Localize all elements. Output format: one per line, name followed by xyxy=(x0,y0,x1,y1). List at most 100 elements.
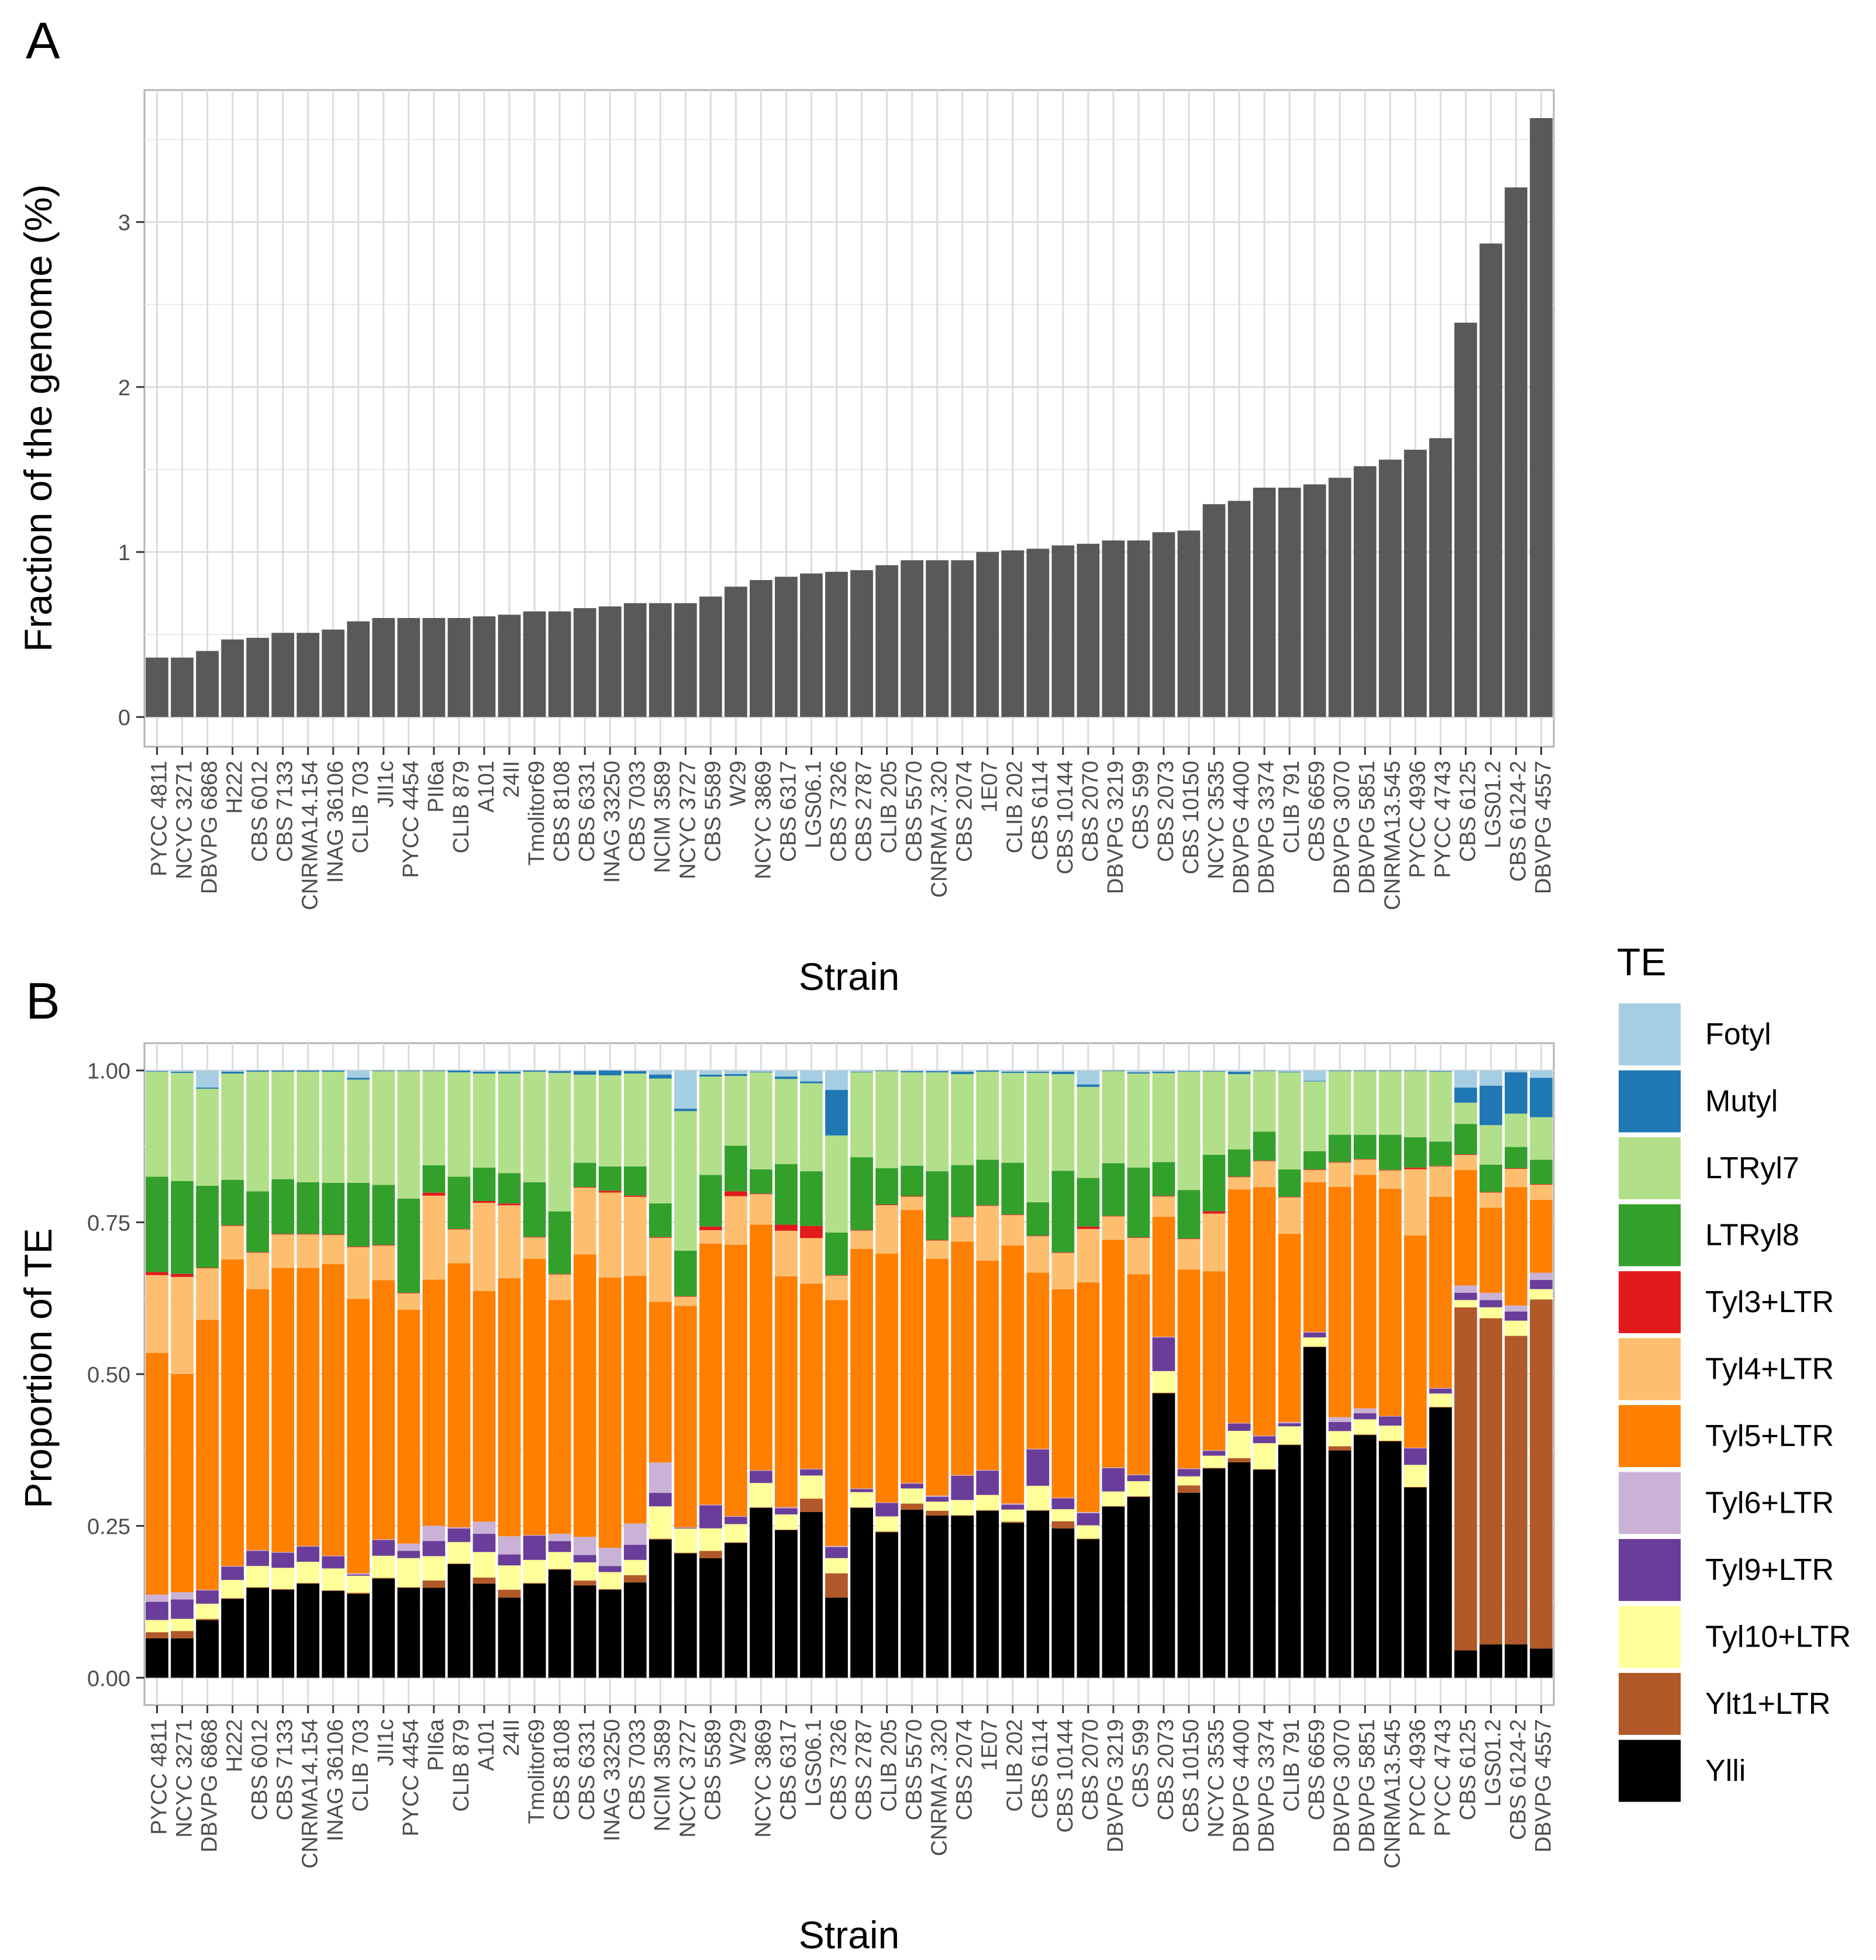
bar xyxy=(850,570,873,717)
bar-segment xyxy=(1227,1423,1251,1424)
y-tick-label: 0.75 xyxy=(87,1211,130,1236)
bar-segment xyxy=(699,1558,722,1678)
bar-segment xyxy=(1278,1426,1301,1445)
x-tick-label: CBS 6125 xyxy=(1456,1719,1480,1820)
bar-segment xyxy=(573,1075,596,1163)
bar-segment xyxy=(1530,1184,1553,1200)
bar-segment xyxy=(146,1071,168,1072)
x-tick-label: CBS 10150 xyxy=(1179,1719,1203,1833)
bar-segment xyxy=(775,1076,798,1079)
bar-segment xyxy=(1328,1071,1351,1135)
bar-segment xyxy=(322,1070,345,1072)
bar-segment xyxy=(1403,1167,1427,1169)
bar xyxy=(1403,450,1427,717)
bar-segment xyxy=(271,1589,295,1678)
x-tick-label: PYCC 4743 xyxy=(1430,1719,1455,1837)
bar-segment xyxy=(1278,1197,1301,1234)
bar-segment xyxy=(1051,1074,1075,1171)
bar-segment xyxy=(1480,1192,1502,1208)
bar xyxy=(372,617,395,717)
bar-segment xyxy=(1505,1168,1527,1169)
bar xyxy=(548,611,571,717)
legend-swatch xyxy=(1619,1472,1681,1534)
panel-b-x-ticks: PYCC 4811 NCYC 3271 DBVPG 6868 H222 CBS 6012… xyxy=(147,1705,1556,1869)
bar-segment xyxy=(1253,1187,1276,1436)
bar-segment xyxy=(473,1290,496,1522)
bar-segment xyxy=(146,1638,168,1678)
x-tick-label: Tmolitor69 xyxy=(525,761,549,866)
x-tick-label: CBS 6659 xyxy=(1305,1719,1329,1820)
legend-swatch xyxy=(1619,1740,1681,1802)
bar-segment xyxy=(1303,1169,1326,1182)
bar-segment xyxy=(473,1521,496,1534)
bar-segment xyxy=(1102,1491,1125,1506)
bar-segment xyxy=(1227,1462,1251,1678)
x-tick-label: INAG 33250 xyxy=(600,761,625,883)
x-tick-label: NCYC 3271 xyxy=(173,1719,197,1838)
bar-segment xyxy=(976,1260,999,1471)
bar-segment xyxy=(473,1583,496,1678)
x-tick-label: CBS 6331 xyxy=(575,1719,599,1820)
bar-segment xyxy=(750,1169,773,1194)
bar-segment xyxy=(422,1071,446,1165)
bar xyxy=(1530,118,1553,717)
x-tick-label: CBS 2070 xyxy=(1078,1719,1103,1820)
bar-segment xyxy=(1001,1245,1025,1504)
panel-a-y-ticks: 0 1 2 3 xyxy=(118,211,144,730)
bar-segment xyxy=(850,1230,873,1249)
bar-segment xyxy=(699,1243,722,1505)
bar-segment xyxy=(1253,1071,1276,1132)
bar-segment xyxy=(1001,1523,1025,1678)
bar-segment xyxy=(1077,1229,1100,1283)
x-tick-label: PII6a xyxy=(424,1719,449,1771)
bar xyxy=(221,639,244,717)
bar-segment xyxy=(724,1196,747,1245)
x-tick-label: CBS 6012 xyxy=(248,761,273,862)
bar-segment xyxy=(523,1071,546,1182)
bar-segment xyxy=(674,1306,697,1527)
bar-segment xyxy=(875,1254,898,1503)
x-tick-label: CBS 7133 xyxy=(273,761,298,862)
y-tick-label: 3 xyxy=(118,211,130,236)
y-tick-label: 0 xyxy=(118,706,130,730)
bar-segment xyxy=(196,1620,219,1678)
bar-segment xyxy=(171,1599,194,1619)
bar-segment xyxy=(699,1551,722,1558)
bar-segment xyxy=(775,1514,798,1530)
bar-segment xyxy=(196,1087,219,1089)
bar-segment xyxy=(1403,1448,1427,1465)
bar-segment xyxy=(750,1470,773,1471)
x-tick-label: NCYC 3535 xyxy=(1204,1719,1229,1838)
bar-segment xyxy=(649,1203,672,1237)
bar-segment xyxy=(775,1070,798,1077)
bar-segment xyxy=(1177,1469,1201,1476)
bar-segment xyxy=(221,1259,244,1566)
x-tick-label: CBS 7033 xyxy=(625,1719,650,1820)
x-tick-label: DBVPG 3070 xyxy=(1330,1719,1354,1852)
bar-segment xyxy=(1102,1163,1125,1216)
bar xyxy=(171,657,194,717)
bar-segment xyxy=(171,1274,194,1277)
bar-segment xyxy=(623,1523,647,1545)
legend-label: Mutyl xyxy=(1705,1085,1778,1119)
bar-segment xyxy=(850,1492,873,1507)
bar-segment xyxy=(775,1164,798,1225)
y-tick-label: 2 xyxy=(118,376,130,401)
bar-segment xyxy=(1505,1312,1527,1321)
bar-segment xyxy=(775,1276,798,1507)
panel-b-bars xyxy=(146,1070,1553,1678)
bar-segment xyxy=(775,1230,798,1276)
x-tick-label: CNRMA14.154 xyxy=(298,761,323,910)
bar-segment xyxy=(1505,1320,1527,1336)
bar xyxy=(347,621,370,717)
bar-segment xyxy=(825,1089,848,1136)
bar xyxy=(951,560,974,717)
bar-segment xyxy=(699,1230,722,1244)
bar-segment xyxy=(800,1171,823,1226)
bar-segment xyxy=(296,1583,320,1678)
bar-segment xyxy=(1378,1134,1402,1170)
bar-segment xyxy=(397,1198,420,1293)
bar-segment xyxy=(1303,1332,1326,1338)
bar-segment xyxy=(271,1568,295,1589)
